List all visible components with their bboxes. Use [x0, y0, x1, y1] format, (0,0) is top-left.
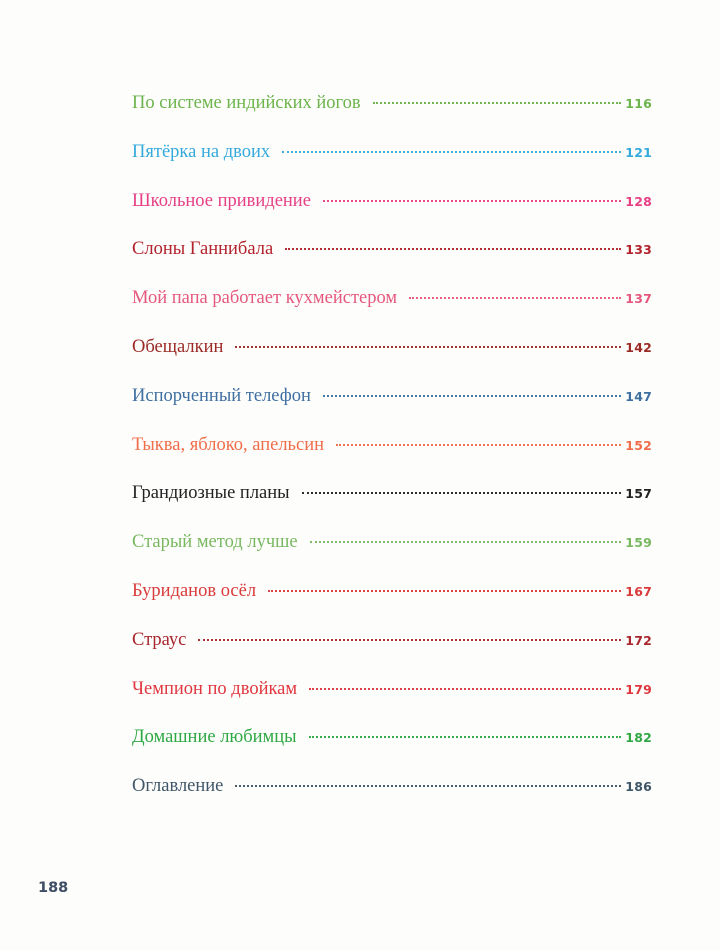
- toc-entry[interactable]: По системе индийских йогов 116: [132, 88, 652, 137]
- toc-entry-title: Слоны Ганнибала: [132, 239, 274, 260]
- toc-entry-title: Оглавление: [132, 776, 224, 797]
- toc-entry-title: Школьное привидение: [132, 190, 311, 211]
- toc-entry-page-number: 167: [625, 583, 652, 599]
- toc-entry[interactable]: Оглавление 186: [132, 771, 652, 820]
- dot-leader: [285, 248, 622, 251]
- dot-leader: [322, 199, 622, 202]
- toc-entry[interactable]: Школьное привидение 128: [132, 186, 652, 235]
- toc-entry[interactable]: Тыква, яблоко, апельсин 152: [132, 430, 652, 479]
- dot-leader: [301, 492, 622, 495]
- toc-entry-title: Буриданов осёл: [132, 580, 257, 601]
- toc-entry-page-number: 186: [625, 779, 652, 795]
- toc-entry-page-number: 152: [625, 437, 652, 453]
- dot-leader: [268, 589, 622, 592]
- toc-entry-title: Грандиозные планы: [132, 483, 290, 504]
- toc-entry-title: Страус: [132, 629, 187, 650]
- toc-entry-title: По системе индийских йогов: [132, 93, 361, 113]
- toc-entry[interactable]: Пятёрка на двоих 121: [132, 137, 652, 186]
- toc-entry-title: Обещалкин: [132, 336, 224, 357]
- toc-entry[interactable]: Чемпион по двойкам 179: [132, 674, 652, 723]
- toc-entry-page-number: 121: [625, 144, 652, 160]
- toc-entry-title: Испорченный телефон: [132, 385, 311, 406]
- dot-leader: [309, 541, 622, 544]
- toc-entry-page-number: 137: [625, 291, 652, 307]
- toc-entry-page-number: 116: [625, 96, 652, 111]
- toc-entry[interactable]: Буриданов осёл 167: [132, 576, 652, 625]
- toc-entry-page-number: 157: [625, 486, 652, 502]
- toc-entry-title: Чемпион по двойкам: [132, 678, 298, 699]
- dot-leader: [308, 736, 622, 739]
- dot-leader: [336, 443, 622, 446]
- toc-entry-page-number: 159: [625, 535, 652, 551]
- toc-entry-page-number: 147: [625, 388, 652, 404]
- dot-leader: [372, 102, 622, 104]
- table-of-contents: По системе индийских йогов 116 Пятёрка на …: [132, 88, 652, 820]
- dot-leader: [309, 687, 622, 690]
- dot-leader: [235, 785, 622, 788]
- dot-leader: [409, 297, 622, 300]
- toc-entry-title: Тыква, яблоко, апельсин: [132, 434, 325, 455]
- toc-entry[interactable]: Домашние любимцы 182: [132, 722, 652, 771]
- toc-entry-page-number: 179: [625, 681, 652, 697]
- toc-entry-title: Мой папа работает кухмейстером: [132, 288, 398, 309]
- toc-entry-title: Старый метод лучше: [132, 532, 298, 553]
- toc-entry-page-number: 142: [625, 339, 652, 355]
- toc-entry-title: Домашние любимцы: [132, 727, 297, 748]
- toc-entry[interactable]: Страус 172: [132, 625, 652, 674]
- toc-entry[interactable]: Грандиозные планы 157: [132, 478, 652, 527]
- toc-entry-page-number: 182: [625, 730, 652, 746]
- dot-leader: [322, 394, 622, 397]
- dot-leader: [235, 345, 622, 348]
- toc-entry-page-number: 133: [625, 242, 652, 258]
- toc-entry[interactable]: Старый метод лучше 159: [132, 527, 652, 576]
- dot-leader: [198, 638, 622, 641]
- page-number: 188: [38, 880, 69, 896]
- toc-entry-title: Пятёрка на двоих: [132, 141, 271, 162]
- toc-entry[interactable]: Слоны Ганнибала 133: [132, 234, 652, 283]
- toc-entry-page-number: 172: [625, 632, 652, 648]
- toc-entry[interactable]: Обещалкин 142: [132, 332, 652, 381]
- toc-entry[interactable]: Испорченный телефон 147: [132, 381, 652, 430]
- dot-leader: [282, 150, 622, 153]
- toc-entry[interactable]: Мой папа работает кухмейстером 137: [132, 283, 652, 332]
- toc-entry-page-number: 128: [625, 193, 652, 209]
